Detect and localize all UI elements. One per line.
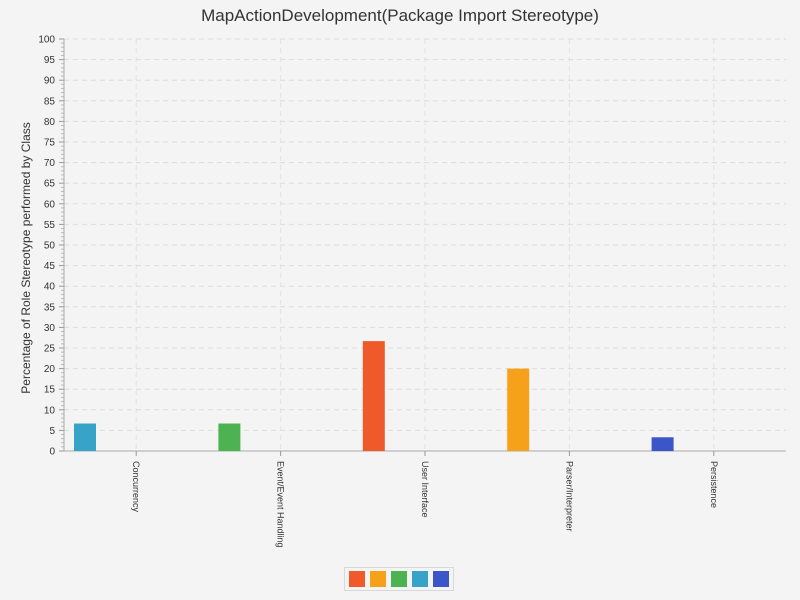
legend-swatch	[391, 571, 407, 587]
bars-layer	[74, 341, 674, 451]
y-tick-label: 35	[44, 302, 56, 313]
y-tick-label: 25	[44, 344, 56, 355]
legend-swatch	[349, 571, 365, 587]
y-tick-label: 65	[44, 179, 56, 190]
y-tick-label: 70	[44, 158, 56, 169]
legend-swatch	[433, 571, 449, 587]
y-tick-label: 100	[38, 35, 55, 46]
x-tick-label: Concurrency	[131, 461, 141, 513]
y-tick-label: 85	[44, 96, 56, 107]
bar	[74, 423, 96, 451]
y-tick-label: 50	[44, 241, 56, 252]
bar	[218, 423, 241, 451]
chart-title: MapActionDevelopment(Package Import Ster…	[201, 6, 599, 25]
y-tick-label: 0	[49, 447, 55, 458]
x-tick-label: Event/Event Handling	[276, 461, 286, 548]
legend-swatch	[412, 571, 428, 587]
y-tick-label: 60	[44, 199, 56, 210]
y-tick-label: 55	[44, 220, 56, 231]
x-tick-label: User Interface	[420, 461, 430, 518]
y-tick-label: 15	[44, 385, 56, 396]
x-tick-label: Parser/Interpreter	[564, 461, 574, 532]
y-axis-label: Percentage of Role Stereotype performed …	[19, 122, 33, 393]
bar	[362, 341, 385, 451]
x-tick-label: Persistence	[709, 461, 719, 508]
y-tick-label: 75	[44, 138, 56, 149]
bar	[507, 368, 530, 451]
y-tick-label: 20	[44, 364, 56, 375]
grid-layer	[64, 38, 786, 451]
y-tick-label: 10	[44, 405, 56, 416]
y-tick-label: 80	[44, 117, 56, 128]
y-tick-label: 30	[44, 323, 56, 334]
y-tick-label: 90	[44, 76, 56, 87]
axis-layer: 0 5 10 15 20 25 30 35 40 45 50 55 60 65 70 75 80 85 90 95 10…	[38, 35, 786, 548]
legend	[344, 567, 454, 591]
bar	[651, 437, 674, 451]
legend-swatch	[370, 571, 386, 587]
y-tick-label: 95	[44, 55, 56, 66]
y-tick-label: 5	[49, 426, 55, 437]
y-tick-label: 45	[44, 261, 56, 272]
y-tick-label: 40	[44, 282, 56, 293]
